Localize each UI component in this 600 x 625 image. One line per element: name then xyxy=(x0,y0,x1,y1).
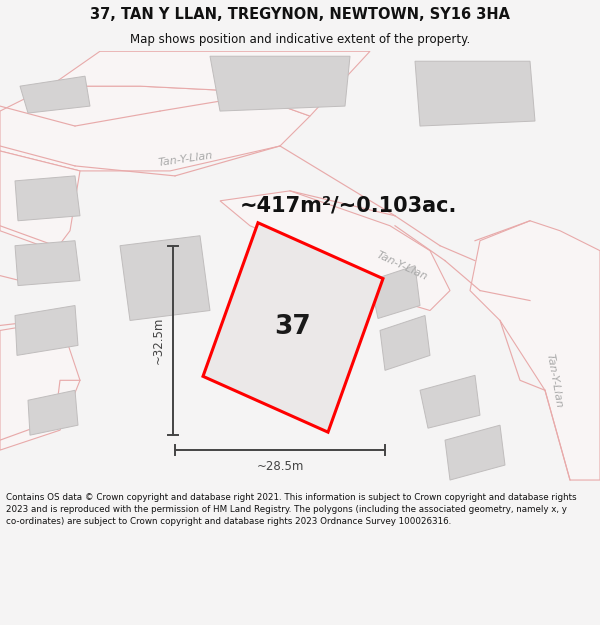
Text: Tan-Y-Llan: Tan-Y-Llan xyxy=(544,352,564,408)
Text: ~28.5m: ~28.5m xyxy=(256,460,304,473)
Polygon shape xyxy=(15,306,78,356)
Text: Contains OS data © Crown copyright and database right 2021. This information is : Contains OS data © Crown copyright and d… xyxy=(6,493,577,526)
Text: 37, TAN Y LLAN, TREGYNON, NEWTOWN, SY16 3HA: 37, TAN Y LLAN, TREGYNON, NEWTOWN, SY16 … xyxy=(90,7,510,22)
Polygon shape xyxy=(415,61,535,126)
Polygon shape xyxy=(15,241,80,286)
Polygon shape xyxy=(220,191,450,311)
Polygon shape xyxy=(370,266,420,319)
Polygon shape xyxy=(445,425,505,480)
Polygon shape xyxy=(0,86,310,171)
Text: ~32.5m: ~32.5m xyxy=(152,317,165,364)
Text: Tan-Y-Llan: Tan-Y-Llan xyxy=(375,249,429,282)
Polygon shape xyxy=(20,76,90,113)
Polygon shape xyxy=(50,51,370,116)
Text: Tan-Y-Llan: Tan-Y-Llan xyxy=(157,150,213,168)
Text: Map shows position and indicative extent of the property.: Map shows position and indicative extent… xyxy=(130,34,470,46)
Polygon shape xyxy=(28,390,78,435)
Polygon shape xyxy=(420,376,480,428)
Text: 37: 37 xyxy=(275,314,311,341)
Polygon shape xyxy=(210,56,350,111)
Polygon shape xyxy=(203,222,383,432)
Polygon shape xyxy=(120,236,210,321)
Polygon shape xyxy=(0,151,80,251)
Polygon shape xyxy=(0,321,80,450)
Text: ~417m²/~0.103ac.: ~417m²/~0.103ac. xyxy=(240,196,457,216)
Polygon shape xyxy=(380,316,430,371)
Polygon shape xyxy=(15,176,80,221)
Polygon shape xyxy=(470,221,600,480)
